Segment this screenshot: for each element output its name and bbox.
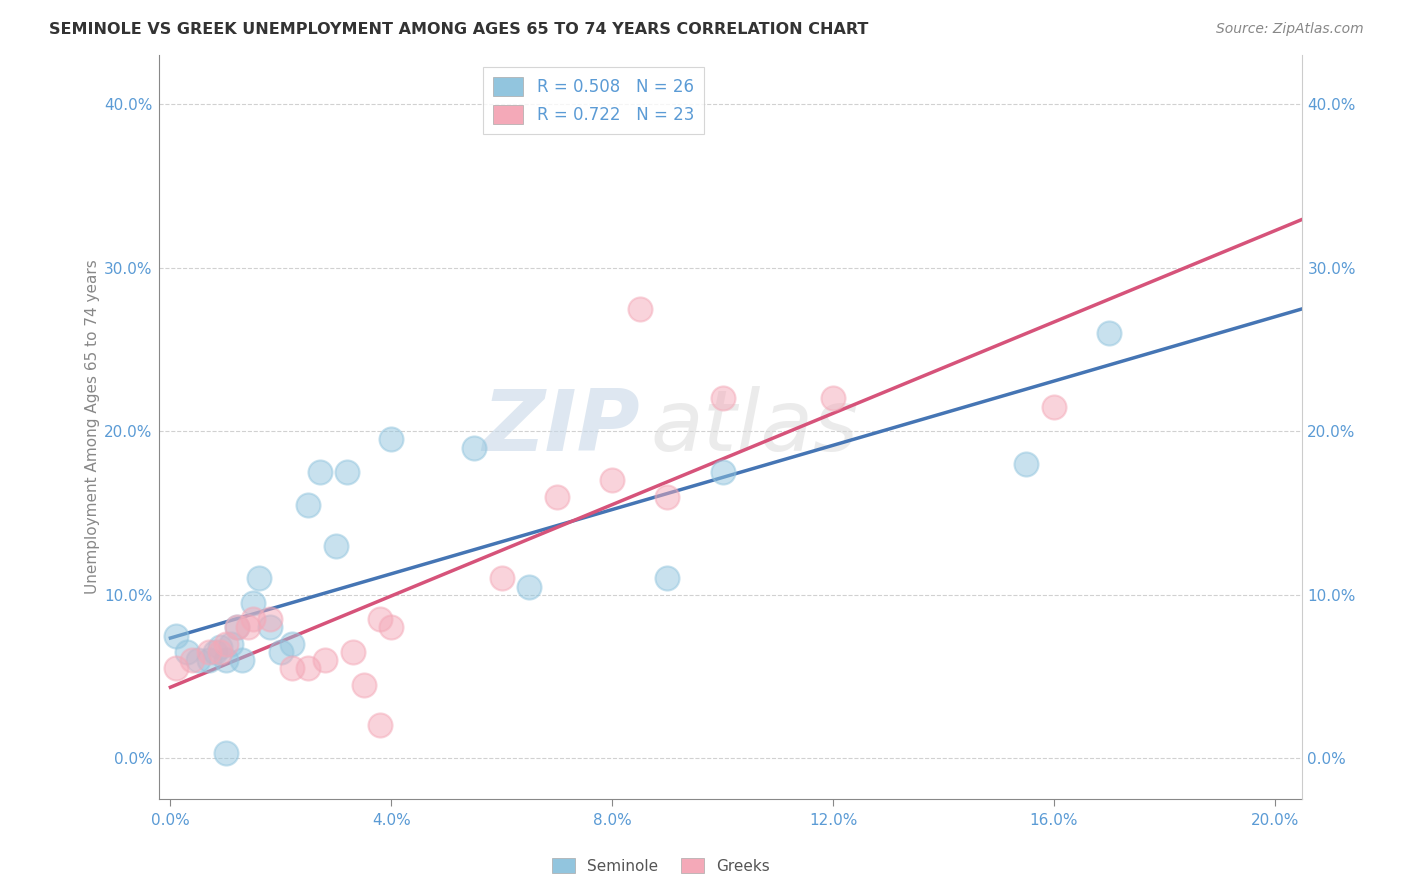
Point bbox=[225, 620, 247, 634]
Point bbox=[463, 441, 485, 455]
Point bbox=[657, 490, 679, 504]
Legend: Seminole, Greeks: Seminole, Greeks bbox=[546, 852, 776, 880]
Point bbox=[380, 620, 402, 634]
Point bbox=[259, 612, 281, 626]
Point bbox=[491, 571, 513, 585]
Point bbox=[204, 645, 226, 659]
Point bbox=[628, 301, 651, 316]
Point bbox=[1043, 400, 1066, 414]
Point bbox=[281, 637, 304, 651]
Point bbox=[198, 645, 221, 659]
Point bbox=[1098, 326, 1121, 340]
Point bbox=[176, 645, 198, 659]
Point bbox=[165, 629, 187, 643]
Point bbox=[314, 653, 336, 667]
Point bbox=[247, 571, 270, 585]
Point bbox=[214, 637, 236, 651]
Point bbox=[368, 718, 391, 732]
Text: ZIP: ZIP bbox=[482, 385, 640, 468]
Point bbox=[353, 677, 375, 691]
Text: Source: ZipAtlas.com: Source: ZipAtlas.com bbox=[1216, 22, 1364, 37]
Y-axis label: Unemployment Among Ages 65 to 74 years: Unemployment Among Ages 65 to 74 years bbox=[86, 260, 100, 594]
Point bbox=[214, 746, 236, 760]
Point bbox=[308, 465, 330, 479]
Point bbox=[214, 653, 236, 667]
Point bbox=[198, 653, 221, 667]
Point bbox=[1015, 457, 1038, 471]
Point bbox=[270, 645, 292, 659]
Point bbox=[368, 612, 391, 626]
Point bbox=[225, 620, 247, 634]
Point bbox=[219, 637, 242, 651]
Point bbox=[242, 596, 264, 610]
Point bbox=[281, 661, 304, 675]
Point bbox=[242, 612, 264, 626]
Point bbox=[517, 580, 540, 594]
Point bbox=[297, 661, 319, 675]
Legend: R = 0.508   N = 26, R = 0.722   N = 23: R = 0.508 N = 26, R = 0.722 N = 23 bbox=[484, 67, 704, 134]
Point bbox=[823, 392, 845, 406]
Point bbox=[600, 473, 623, 487]
Point bbox=[187, 653, 209, 667]
Point bbox=[181, 653, 204, 667]
Point bbox=[711, 465, 734, 479]
Point bbox=[657, 571, 679, 585]
Point bbox=[209, 645, 232, 659]
Point bbox=[259, 620, 281, 634]
Text: SEMINOLE VS GREEK UNEMPLOYMENT AMONG AGES 65 TO 74 YEARS CORRELATION CHART: SEMINOLE VS GREEK UNEMPLOYMENT AMONG AGE… bbox=[49, 22, 869, 37]
Point bbox=[336, 465, 359, 479]
Point bbox=[380, 433, 402, 447]
Text: atlas: atlas bbox=[651, 385, 859, 468]
Point bbox=[231, 653, 253, 667]
Point bbox=[297, 498, 319, 512]
Point bbox=[342, 645, 364, 659]
Point bbox=[546, 490, 568, 504]
Point bbox=[165, 661, 187, 675]
Point bbox=[325, 539, 347, 553]
Point bbox=[711, 392, 734, 406]
Point bbox=[236, 620, 259, 634]
Point bbox=[209, 640, 232, 654]
